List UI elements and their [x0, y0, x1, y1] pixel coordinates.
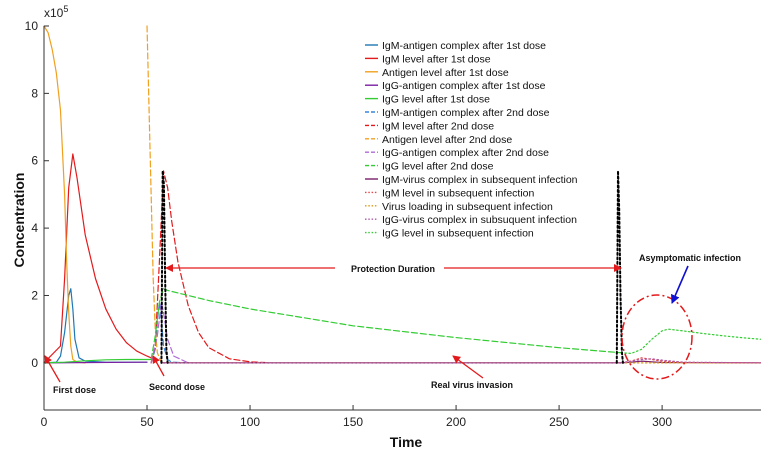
- y-axis-label: Concentration: [11, 173, 27, 268]
- y-tick-label: 4: [31, 221, 38, 235]
- series-igg-antigen-complex-after-2nd-dose: [150, 301, 189, 364]
- series-marker-1: [160, 169, 169, 364]
- x-tick-label: 200: [446, 415, 466, 429]
- legend-label: IgM level after 1st dose: [382, 53, 491, 65]
- y-multiplier: x105: [44, 4, 68, 20]
- x-tick-label: 250: [549, 415, 569, 429]
- legend-label: IgM level after 2nd dose: [382, 120, 494, 132]
- asymptomatic-arrow: [671, 265, 689, 304]
- virus-invasion-arrow: [452, 355, 484, 379]
- legend-label: IgG level after 1st dose: [382, 94, 490, 106]
- x-axis-label: Time: [390, 434, 423, 450]
- legend-label: IgM-virus complex in subsequent infectio…: [382, 174, 578, 186]
- y-tick-label: 6: [31, 154, 38, 168]
- asymptomatic-ellipse: [621, 294, 693, 380]
- legend-label: Antigen level after 2nd dose: [382, 134, 512, 146]
- legend-label: IgM-antigen complex after 1st dose: [382, 40, 546, 52]
- legend-label: IgG level in subsequent infection: [382, 228, 534, 240]
- series-antigen-level-after-2nd-dose: [146, 25, 163, 364]
- series-marker-2: [615, 169, 624, 364]
- series-igg-level-after-1st-dose: [43, 358, 152, 364]
- axis-layer: 0 50 100 150 200 250 300 0 2 4 6 8 10: [25, 19, 761, 429]
- legend-label: IgM-antigen complex after 2nd dose: [382, 107, 550, 119]
- series-antigen-level-after-1st-dose: [43, 25, 86, 364]
- series-igm-level-after-1st-dose: [43, 153, 152, 364]
- x-tick-label: 100: [240, 415, 260, 429]
- legend-label: IgM level in subsequent infection: [382, 187, 535, 199]
- legend-label: Virus loading in subsequent infection: [382, 201, 553, 213]
- x-tick-label: 50: [140, 415, 154, 429]
- annotation-layer: Protection Duration First dose Second do…: [44, 253, 741, 395]
- annotation-second-dose: Second dose: [149, 382, 205, 392]
- series-layer: [43, 25, 761, 364]
- annotation-protection-duration: Protection Duration: [351, 264, 435, 274]
- x-tick-label: 150: [343, 415, 363, 429]
- y-tick-label: 2: [31, 288, 38, 302]
- annotation-asymptomatic-infection: Asymptomatic infection: [639, 253, 741, 263]
- annotation-first-dose: First dose: [53, 385, 96, 395]
- second-dose-arrow: [152, 355, 165, 377]
- legend-label: IgG-virus complex in subsuquent infectio…: [382, 214, 577, 226]
- legend-label: IgG level after 2nd dose: [382, 161, 494, 173]
- y-tick-label: 10: [25, 19, 39, 33]
- legend-label: Antigen level after 1st dose: [382, 67, 509, 79]
- series-igg-level-in-subsequent-infection: [620, 328, 761, 355]
- legend-label: IgG-antigen complex after 2nd dose: [382, 147, 549, 159]
- legend-label: IgG-antigen complex after 1st dose: [382, 80, 546, 92]
- series-igm-antigen-complex-after-1st-dose: [43, 288, 148, 364]
- y-tick-label: 8: [31, 86, 38, 100]
- y-tick-label: 0: [31, 356, 38, 370]
- series-igm-level-after-2nd-dose: [150, 170, 272, 364]
- x-tick-label: 0: [41, 415, 48, 429]
- x-tick-label: 300: [652, 415, 672, 429]
- first-dose-arrow: [44, 355, 61, 383]
- series-igg-level-after-2nd-dose: [150, 288, 622, 361]
- annotation-real-virus-invasion: Real virus invasion: [431, 380, 513, 390]
